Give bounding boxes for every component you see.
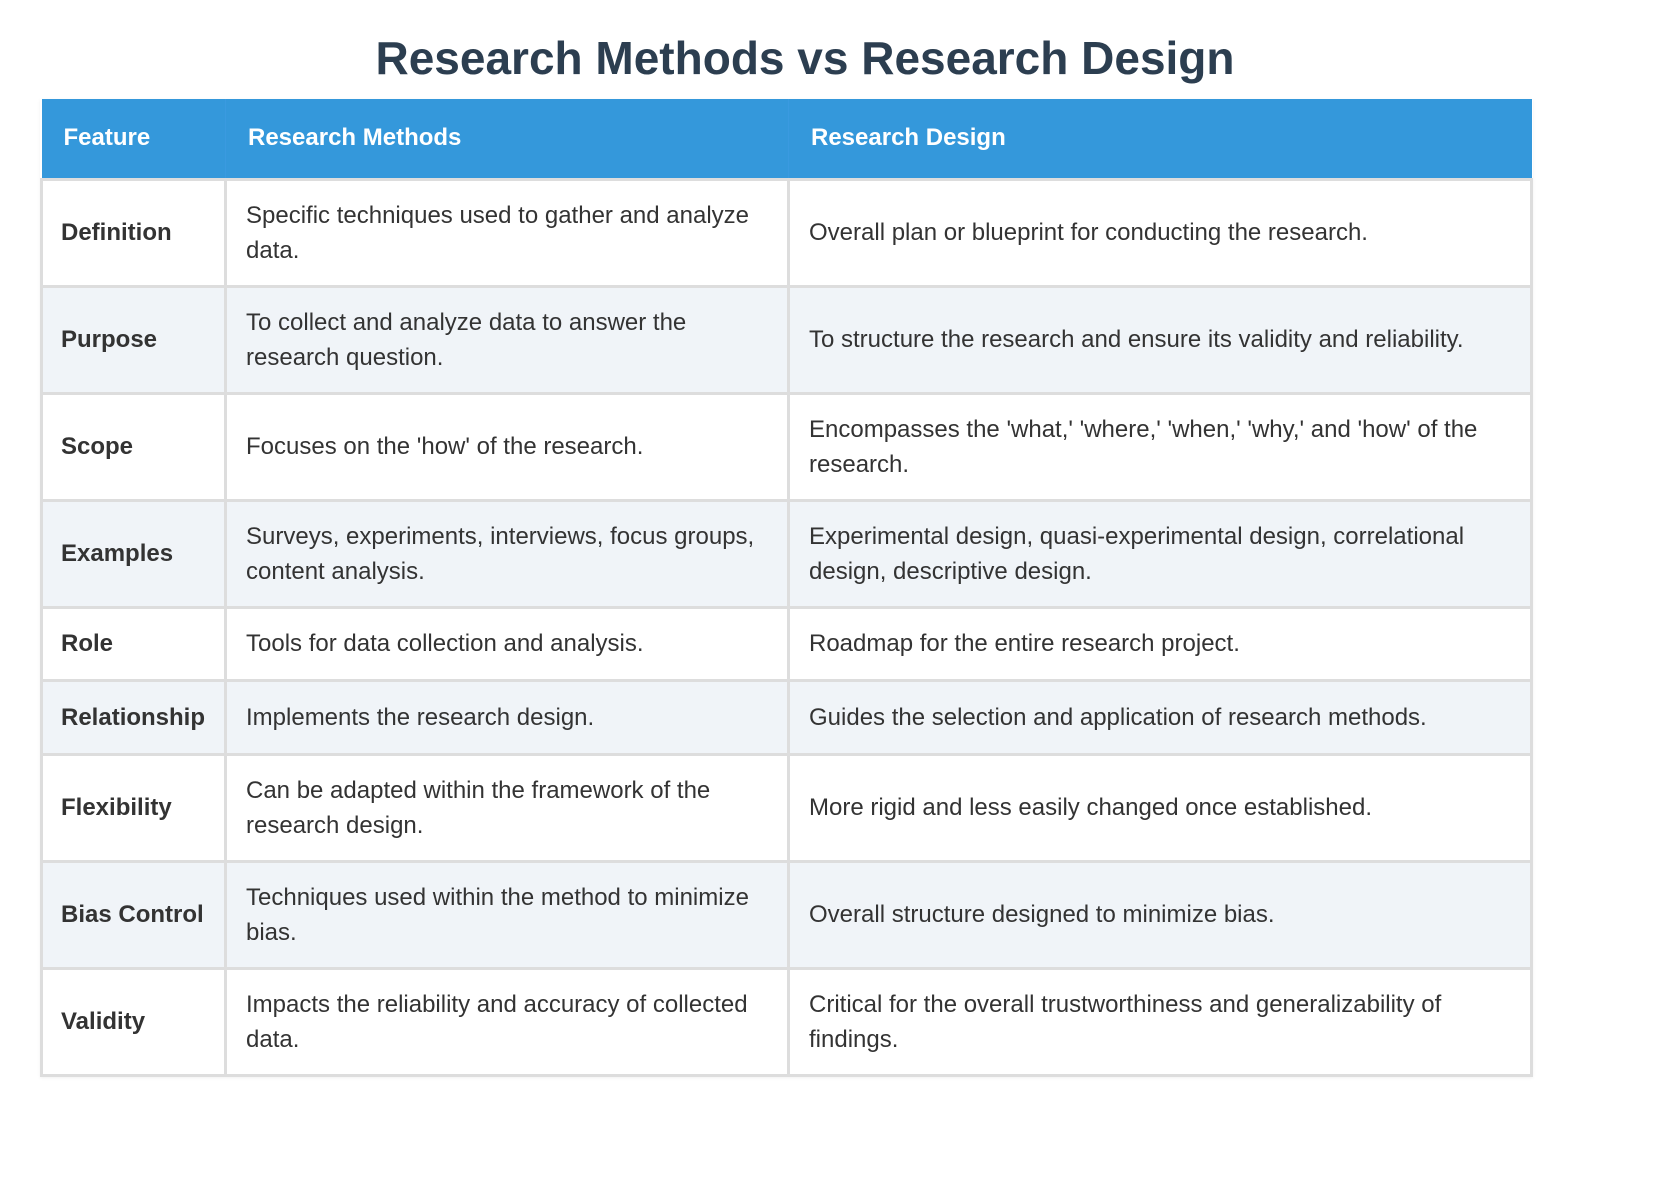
methods-cell: Impacts the reliability and accuracy of …: [224, 966, 790, 1077]
comparison-table: Feature Research Methods Research Design…: [40, 99, 1533, 1077]
design-cell: Encompasses the 'what,' 'where,' 'when,'…: [787, 391, 1533, 502]
table-row: Examples Surveys, experiments, interview…: [40, 498, 1533, 609]
page-title: Research Methods vs Research Design: [375, 32, 1235, 84]
feature-cell: Role: [40, 605, 227, 682]
methods-cell: Tools for data collection and analysis.: [224, 605, 790, 682]
methods-cell: Techniques used within the method to min…: [224, 859, 790, 970]
page: Research Methods vs Research Design Feat…: [40, 32, 1533, 1077]
table-body: Definition Specific techniques used to g…: [40, 177, 1533, 1077]
header-research-methods: Research Methods: [225, 99, 789, 179]
design-cell: Critical for the overall trustworthiness…: [787, 966, 1533, 1077]
feature-cell: Purpose: [40, 284, 227, 395]
table-row: Scope Focuses on the 'how' of the resear…: [40, 391, 1533, 502]
feature-cell: Bias Control: [40, 859, 227, 970]
table-row: Role Tools for data collection and analy…: [40, 605, 1533, 682]
methods-cell: Specific techniques used to gather and a…: [224, 177, 790, 288]
methods-cell: Surveys, experiments, interviews, focus …: [224, 498, 790, 609]
methods-cell: Implements the research design.: [224, 678, 790, 756]
table-row: Flexibility Can be adapted within the fr…: [40, 752, 1533, 863]
design-cell: To structure the research and ensure its…: [787, 284, 1533, 395]
table-header: Feature Research Methods Research Design: [41, 99, 1532, 179]
design-cell: Overall structure designed to minimize b…: [787, 859, 1533, 970]
design-cell: More rigid and less easily changed once …: [787, 752, 1533, 863]
feature-cell: Relationship: [40, 678, 227, 756]
feature-cell: Validity: [40, 966, 227, 1077]
design-cell: Overall plan or blueprint for conducting…: [787, 177, 1533, 288]
header-research-design: Research Design: [811, 124, 1006, 152]
table-row: Purpose To collect and analyze data to a…: [40, 284, 1533, 395]
table-row: Definition Specific techniques used to g…: [40, 177, 1533, 288]
feature-cell: Scope: [40, 391, 227, 502]
feature-cell: Definition: [40, 177, 227, 288]
table-row: Relationship Implements the research des…: [40, 678, 1533, 756]
header-row: Feature Research Methods Research Design: [41, 99, 1532, 179]
header-feature: Feature: [41, 99, 226, 179]
methods-cell: To collect and analyze data to answer th…: [224, 284, 790, 395]
design-cell: Guides the selection and application of …: [787, 678, 1533, 756]
design-cell: Roadmap for the entire research project.: [787, 605, 1533, 682]
design-cell: Experimental design, quasi-experimental …: [787, 498, 1533, 609]
feature-cell: Flexibility: [40, 752, 227, 863]
table-row: Bias Control Techniques used within the …: [40, 859, 1533, 970]
table-row: Validity Impacts the reliability and acc…: [40, 966, 1533, 1077]
methods-cell: Can be adapted within the framework of t…: [224, 752, 790, 863]
methods-cell: Focuses on the 'how' of the research.: [224, 391, 790, 502]
feature-cell: Examples: [40, 498, 227, 609]
